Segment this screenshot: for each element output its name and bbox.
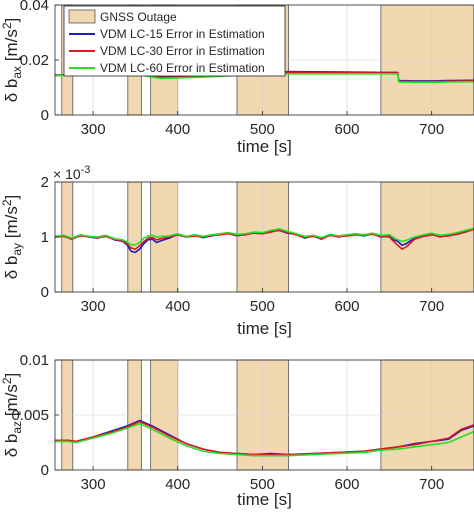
x-tick-label: 600 bbox=[335, 121, 360, 138]
legend: GNSS Outage VDM LC-15 Error in Estimation… bbox=[63, 5, 286, 77]
series-line-3 bbox=[55, 423, 474, 457]
y-tick-label: 0 bbox=[41, 462, 49, 479]
x-tick-label: 600 bbox=[335, 476, 360, 493]
series-group bbox=[55, 419, 474, 457]
y-axis-label: δ bay [m/s2] bbox=[0, 195, 24, 280]
x-tick-label: 400 bbox=[165, 298, 190, 315]
chart-panel-2: 300 400 500 600 700 0 1 2 × 10-3 time [s] δ bay [m… bbox=[0, 164, 474, 338]
series-line-3 bbox=[55, 227, 474, 246]
series-line-2 bbox=[55, 228, 474, 250]
legend-box bbox=[63, 5, 286, 77]
x-tick-label: 700 bbox=[419, 121, 444, 138]
axis-exponent-label: × 10-3 bbox=[53, 164, 90, 182]
x-axis-label: time [s] bbox=[237, 137, 292, 156]
y-tick-label: 0.005 bbox=[11, 407, 49, 424]
x-axis-label: time [s] bbox=[237, 490, 292, 509]
y-tick-label: 0.01 bbox=[20, 352, 49, 369]
y-tick-label: 0 bbox=[41, 107, 49, 124]
x-tick-label: 700 bbox=[419, 298, 444, 315]
chart-panel-3: 300 400 500 600 700 0 0.005 0.01 time [s] δ baz [… bbox=[0, 352, 474, 509]
x-tick-label: 500 bbox=[250, 121, 275, 138]
x-tick-label: 300 bbox=[81, 121, 106, 138]
legend-label: VDM LC-60 Error in Estimation bbox=[100, 61, 265, 75]
x-tick-label: 700 bbox=[419, 476, 444, 493]
x-tick-label: 500 bbox=[250, 476, 275, 493]
x-tick-label: 600 bbox=[335, 298, 360, 315]
x-axis-label: time [s] bbox=[237, 319, 292, 338]
y-axis-label: δ baz [m/s2] bbox=[0, 373, 24, 458]
legend-label: VDM LC-15 Error in Estimation bbox=[100, 27, 265, 41]
x-tick-label: 500 bbox=[250, 298, 275, 315]
y-tick-label: 0.04 bbox=[20, 0, 49, 14]
x-tick-label: 400 bbox=[165, 121, 190, 138]
x-tick-label: 300 bbox=[81, 476, 106, 493]
series-group bbox=[55, 227, 474, 254]
y-tick-label: 2 bbox=[41, 174, 49, 191]
legend-label: VDM LC-30 Error in Estimation bbox=[100, 44, 265, 58]
x-tick-label: 300 bbox=[81, 298, 106, 315]
y-axis-label: δ bax [m/s2] bbox=[0, 18, 24, 103]
legend-swatch-outage bbox=[68, 9, 96, 24]
legend-label: GNSS Outage bbox=[100, 10, 177, 24]
y-tick-label: 1 bbox=[41, 229, 49, 246]
y-tick-label: 0 bbox=[41, 284, 49, 301]
y-tick-label: 0.02 bbox=[20, 52, 49, 69]
x-tick-label: 400 bbox=[165, 476, 190, 493]
series-line-2 bbox=[55, 420, 474, 456]
